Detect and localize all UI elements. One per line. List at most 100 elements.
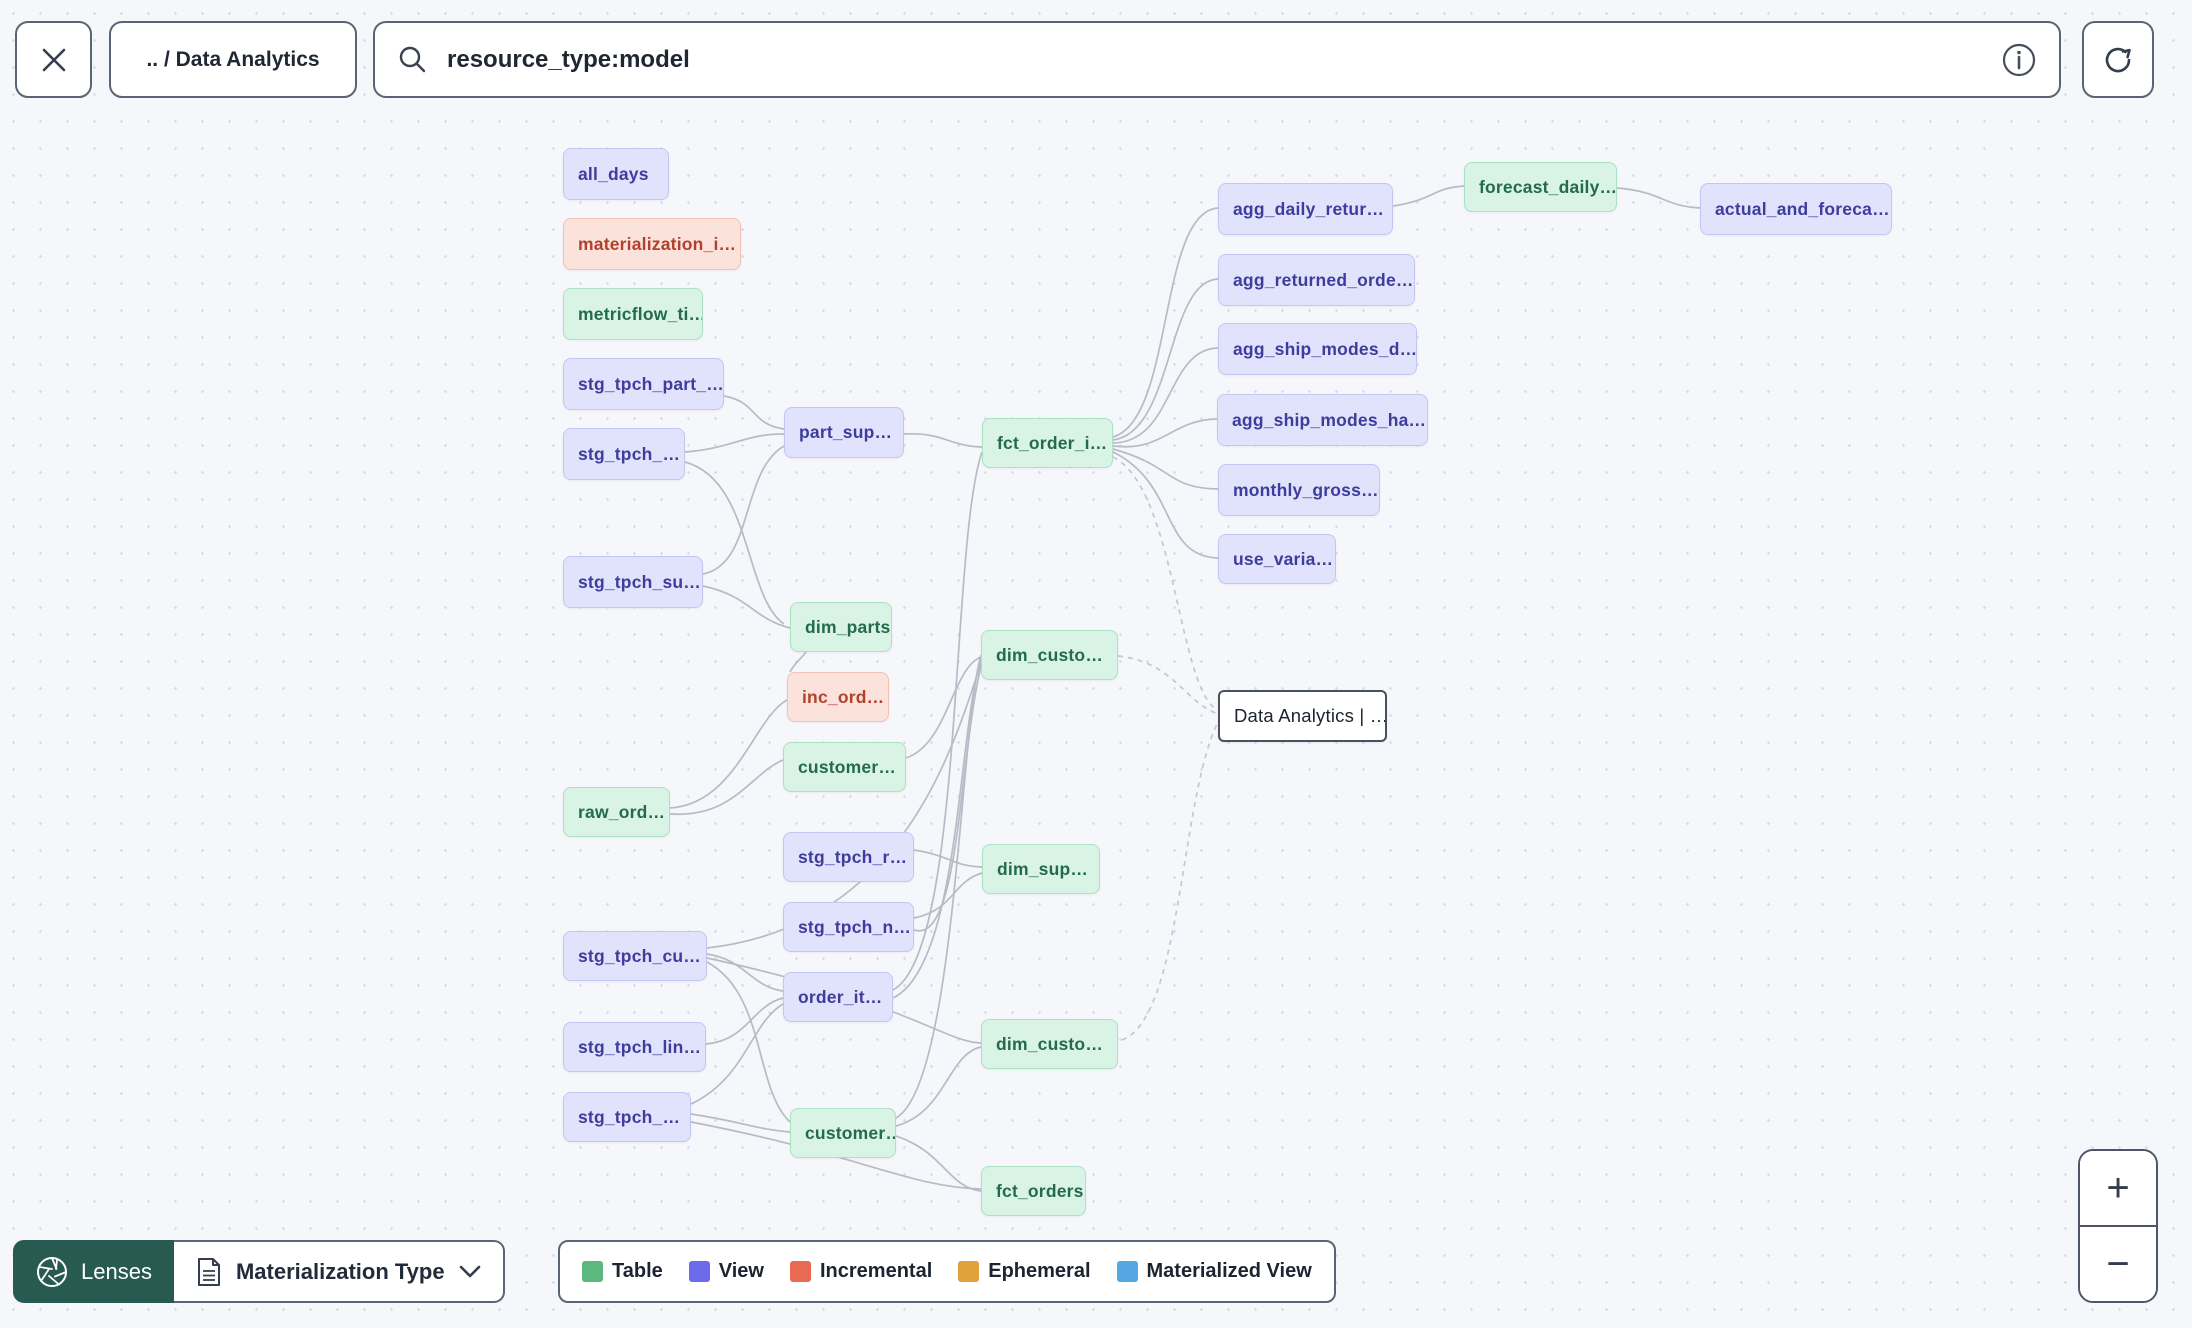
node-actual-and-foreca[interactable]: actual_and_foreca… <box>1700 183 1892 235</box>
search-input[interactable] <box>445 44 1985 75</box>
graph-edge <box>1616 187 1701 209</box>
graph-edge <box>702 445 785 575</box>
legend-swatch <box>789 1261 811 1282</box>
graph-edge <box>1112 456 1219 711</box>
graph-edge <box>895 654 982 1119</box>
node-customer-bot[interactable]: customer… <box>790 1108 896 1158</box>
node-stg-tpch-su[interactable]: stg_tpch_su… <box>563 556 703 608</box>
graph-edge <box>669 759 784 815</box>
legend-label: View <box>718 1260 764 1282</box>
legend-label: Incremental <box>819 1260 933 1282</box>
node-inc-ord[interactable]: inc_ord… <box>787 672 889 722</box>
legend-item: Ephemeral <box>958 1260 1091 1283</box>
node-label: forecast_daily… <box>1479 176 1617 197</box>
legend-label: Table <box>612 1260 663 1282</box>
node-label: dim_sup… <box>997 858 1089 879</box>
node-stg-tpch-r[interactable]: stg_tpch_r… <box>783 832 914 882</box>
node-agg-returned-orde[interactable]: agg_returned_orde… <box>1218 254 1415 306</box>
lens-dropdown[interactable]: Materialization Type <box>173 1240 505 1303</box>
node-metricflow-ti[interactable]: metricflow_ti… <box>563 288 703 340</box>
graph-edge <box>905 656 982 759</box>
node-stg-tpch-lin[interactable]: stg_tpch_lin… <box>563 1022 706 1072</box>
graph-edge <box>1112 278 1219 441</box>
node-use-varia[interactable]: use_varia… <box>1218 534 1336 584</box>
search-bar[interactable] <box>373 21 2061 98</box>
node-stg-tpch-b[interactable]: stg_tpch_… <box>563 1092 691 1142</box>
refresh-button[interactable] <box>2082 21 2154 98</box>
legend-item: Incremental <box>789 1260 933 1283</box>
legend-label: Ephemeral <box>988 1260 1091 1282</box>
graph-edge <box>706 953 784 992</box>
search-icon <box>399 46 426 72</box>
graph-edge <box>1121 721 1219 1041</box>
node-dim-parts[interactable]: dim_parts <box>790 602 892 652</box>
node-label: dim_custo… <box>996 644 1104 665</box>
node-monthly-gross[interactable]: monthly_gross… <box>1218 464 1380 516</box>
node-customer-mid[interactable]: customer… <box>783 742 906 792</box>
graph-edge <box>913 872 983 919</box>
node-agg-ship-modes-d[interactable]: agg_ship_modes_d… <box>1218 323 1417 375</box>
graph-edge <box>1112 448 1219 490</box>
node-label: stg_tpch_r… <box>798 846 908 867</box>
materialization-legend: Table View Incremental Ephemeral Materialize… <box>558 1240 1336 1303</box>
node-fct-orders[interactable]: fct_orders <box>981 1166 1086 1216</box>
node-dim-custo-top[interactable]: dim_custo… <box>981 630 1118 680</box>
node-label: dim_parts <box>805 616 891 637</box>
node-label: Data Analytics | … <box>1234 705 1387 726</box>
graph-edge <box>1112 418 1218 448</box>
node-label: inc_ord… <box>802 686 885 707</box>
node-dim-custo-bot[interactable]: dim_custo… <box>981 1019 1118 1069</box>
breadcrumb[interactable]: .. / Data Analytics <box>109 21 357 98</box>
node-forecast-daily[interactable]: forecast_daily… <box>1464 162 1617 212</box>
node-raw-ord[interactable]: raw_ord… <box>563 787 670 837</box>
node-label: agg_ship_modes_ha… <box>1232 409 1427 430</box>
graph-edge <box>669 699 788 809</box>
legend-label: Materialized View <box>1146 1260 1312 1282</box>
graph-edge <box>1112 347 1219 444</box>
node-stg-tpch-a[interactable]: stg_tpch_… <box>563 428 685 480</box>
node-stg-tpch-part[interactable]: stg_tpch_part_… <box>563 358 724 410</box>
node-label: customer… <box>805 1122 896 1143</box>
refresh-icon <box>2105 47 2131 72</box>
lens-dropdown-value: Materialization Type <box>235 1258 445 1284</box>
graph-edge <box>723 395 785 430</box>
lens-aperture-icon <box>37 1256 67 1287</box>
legend-item: Materialized View <box>1116 1260 1312 1283</box>
node-label: actual_and_foreca… <box>1715 198 1890 219</box>
legend-swatch <box>1116 1261 1138 1282</box>
node-stg-tpch-cu[interactable]: stg_tpch_cu… <box>563 931 707 981</box>
node-label: order_it… <box>798 986 883 1007</box>
node-part-sup[interactable]: part_sup… <box>784 407 904 458</box>
info-icon[interactable] <box>2001 42 2037 78</box>
node-label: dim_custo… <box>996 1033 1104 1054</box>
node-label: all_days <box>578 163 649 184</box>
node-agg-ship-modes-ha[interactable]: agg_ship_modes_ha… <box>1217 394 1428 446</box>
node-label: use_varia… <box>1233 548 1334 569</box>
lenses-button-label: Lenses <box>81 1258 152 1284</box>
graph-edge <box>895 1046 982 1127</box>
node-stg-tpch-n[interactable]: stg_tpch_n… <box>783 902 914 952</box>
legend-swatch <box>958 1261 980 1282</box>
node-all-days[interactable]: all_days <box>563 148 669 200</box>
lenses-button[interactable]: Lenses <box>13 1240 174 1303</box>
node-materialization-i[interactable]: materialization_i… <box>563 218 741 270</box>
graph-edge <box>913 665 982 932</box>
zoom-in-button[interactable]: + <box>2080 1151 2156 1225</box>
node-label: agg_returned_orde… <box>1233 269 1414 290</box>
node-label: stg_tpch_n… <box>798 916 912 937</box>
node-label: stg_tpch_… <box>578 443 681 464</box>
node-label: stg_tpch_… <box>578 1106 681 1127</box>
node-dim-sup[interactable]: dim_sup… <box>982 844 1100 894</box>
node-label: agg_daily_retur… <box>1233 198 1385 219</box>
legend-swatch <box>582 1261 603 1282</box>
node-data-analytics[interactable]: Data Analytics | … <box>1218 690 1387 742</box>
lenses-control: Lenses Materialization Type <box>13 1240 505 1303</box>
node-label: stg_tpch_lin… <box>578 1036 702 1057</box>
node-order-it[interactable]: order_it… <box>783 972 893 1022</box>
node-label: fct_order_i… <box>997 432 1108 453</box>
node-agg-daily-retur[interactable]: agg_daily_retur… <box>1218 183 1393 235</box>
close-button[interactable] <box>15 21 92 98</box>
node-label: fct_orders <box>996 1180 1084 1201</box>
node-fct-order-i[interactable]: fct_order_i… <box>982 418 1113 468</box>
zoom-out-button[interactable]: − <box>2080 1227 2156 1301</box>
